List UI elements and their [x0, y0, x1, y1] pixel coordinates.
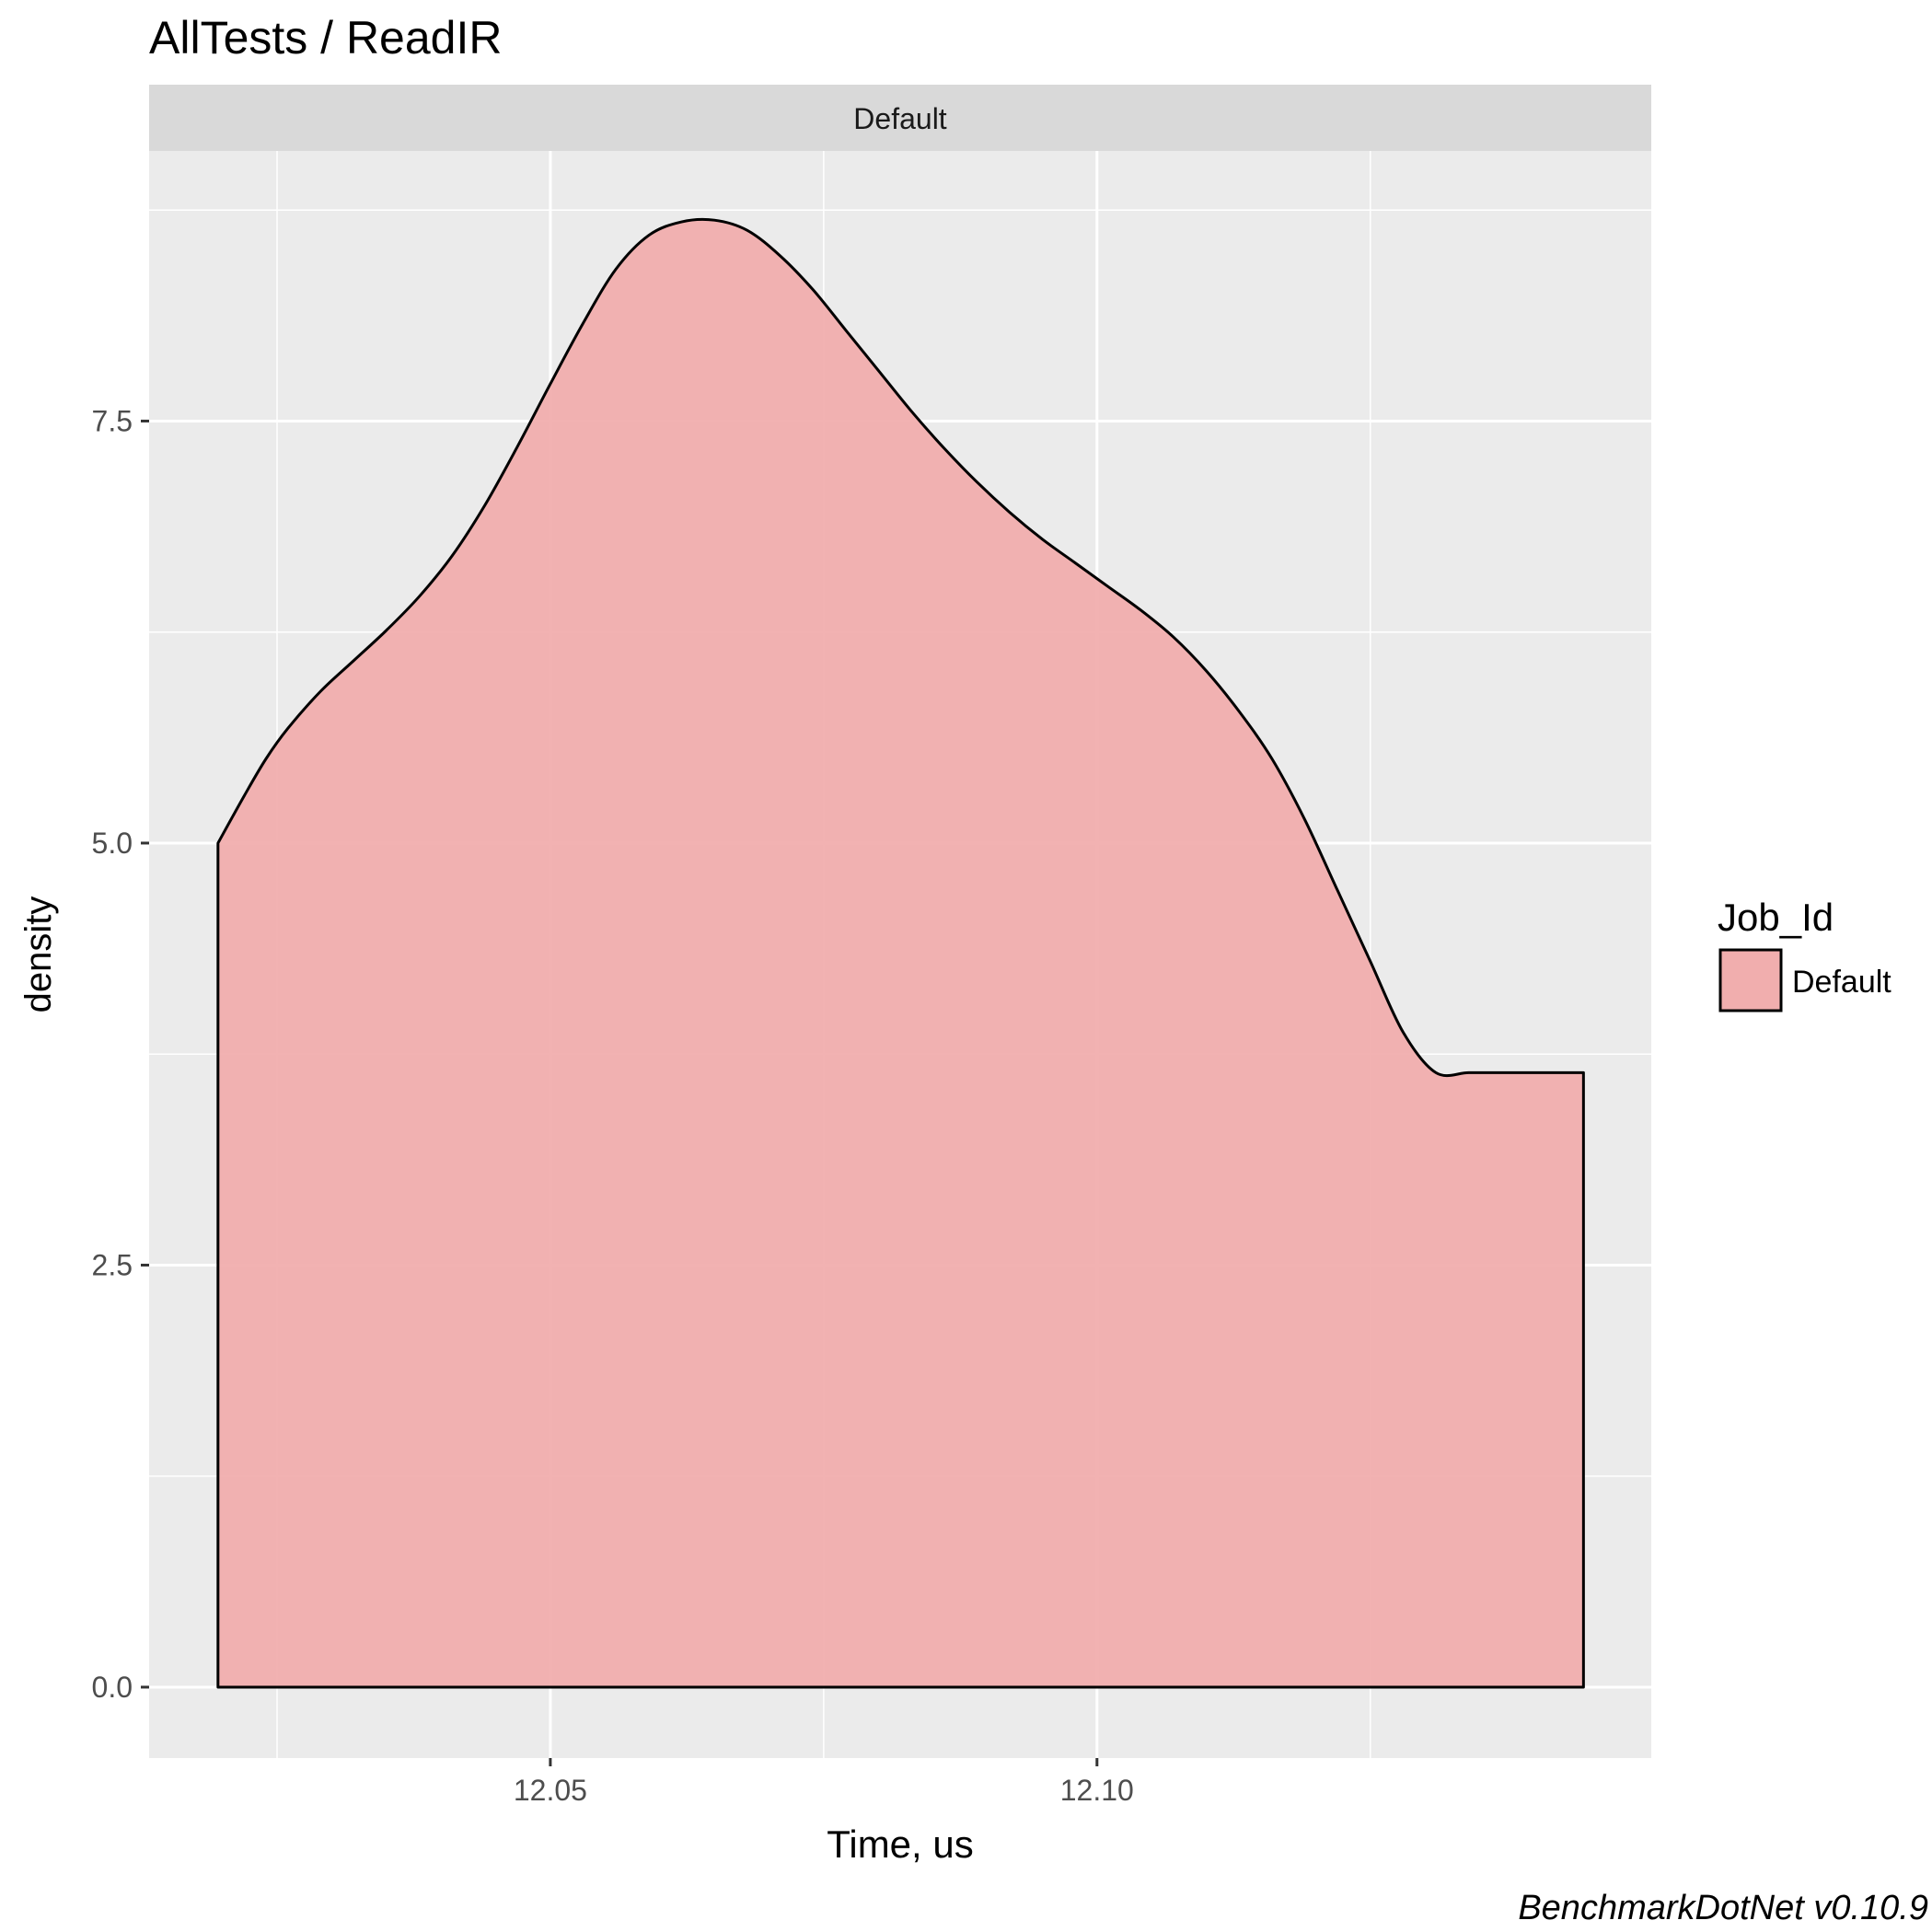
legend-label-default: Default [1792, 965, 1892, 1000]
y-tick-label: 0.0 [92, 1671, 133, 1704]
y-axis: 0.0 2.5 5.0 7.5 [92, 404, 149, 1704]
legend: Job_Id Default [1718, 896, 1892, 1012]
facet-strip [149, 85, 1651, 151]
y-tick-label: 5.0 [92, 827, 133, 860]
x-tick-label: 12.10 [1060, 1774, 1134, 1807]
chart-title: AllTests / ReadIR [149, 12, 502, 64]
y-tick-label: 2.5 [92, 1248, 133, 1281]
x-tick-label: 12.05 [514, 1774, 587, 1807]
facet-label: Default [853, 102, 947, 135]
caption: BenchmarkDotNet v0.10.9 [1518, 1889, 1928, 1927]
y-tick-label: 7.5 [92, 404, 133, 437]
x-axis: 12.05 12.10 [514, 1758, 1134, 1807]
y-axis-title: density [18, 897, 59, 1013]
density-area-default [216, 217, 1585, 1689]
legend-title: Job_Id [1718, 896, 1834, 939]
x-axis-title: Time, us [827, 1822, 973, 1866]
legend-key-default [1718, 948, 1783, 1012]
